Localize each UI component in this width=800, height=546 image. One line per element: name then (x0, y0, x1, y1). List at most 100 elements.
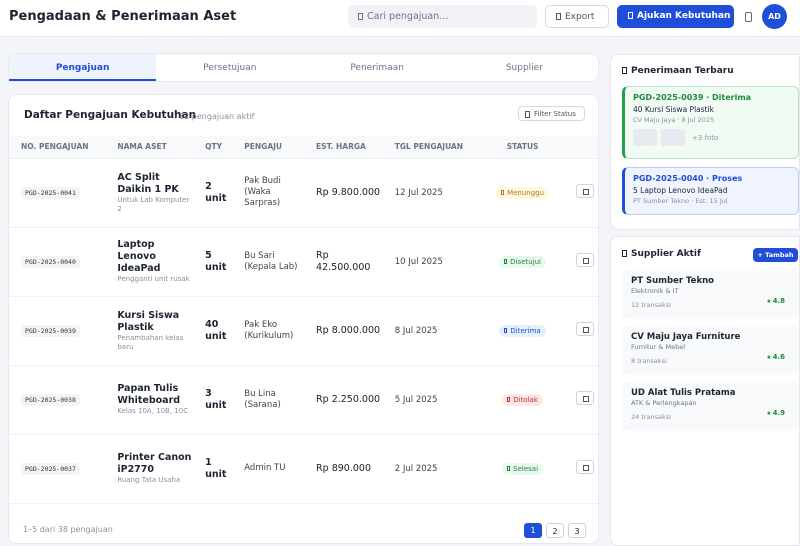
action-button[interactable] (575, 184, 594, 198)
tab[interactable]: Pengajuan (9, 54, 157, 81)
page-button[interactable]: 2 (546, 523, 564, 538)
price: Rp 42.500.000 (304, 227, 383, 297)
export-label: Export (565, 12, 595, 22)
asset-name: AC Split Daikin 1 PK (117, 171, 179, 195)
asset-desc: Pengganti unit rusak (117, 275, 190, 283)
request-no: PGD-2025-0039 (21, 324, 80, 337)
bell-icon[interactable] (745, 12, 752, 22)
receipts-card: Penerimaan Terbaru PGD-2025-0039 · Diter… (610, 54, 800, 230)
asset-name: Printer Canon iP2770 (117, 452, 192, 475)
status-text: Diterima (510, 326, 541, 335)
status-badge: Ditolak (502, 393, 543, 406)
star-icon: ★ (766, 354, 772, 361)
requester: Bu Sari (Kepala Lab) (232, 227, 305, 297)
supplier-rating: ★4.9 (766, 409, 785, 417)
page-button[interactable]: 1 (524, 523, 542, 538)
request-no: PGD-2025-0037 (21, 462, 80, 475)
supplier-item[interactable]: CV Maju Jaya Furniture Furnitur & Mebel 8 … (622, 325, 799, 375)
column-header: QTY (193, 136, 233, 159)
receipt-meta: CV Maju Jaya · 8 Jul 2025 (633, 116, 715, 124)
qty: 2 unit (193, 158, 233, 228)
receipt-item[interactable]: PGD-2025-0039 · Diterima 40 Kursi Siswa P… (622, 86, 799, 159)
date: 8 Jul 2025 (382, 296, 482, 366)
table-row: PGD-2025-0038 Papan Tulis Whiteboard Kelas… (9, 365, 598, 435)
tab[interactable]: Supplier (505, 63, 543, 73)
request-no: PGD-2025-0038 (21, 393, 80, 406)
asset-name: Laptop Lenovo IdeaPad (117, 239, 161, 274)
table-subtitle: · 12 pengajuan aktif (174, 112, 255, 121)
cell (563, 296, 598, 366)
price: Rp 890.000 (304, 434, 383, 504)
cell: PGD-2025-0040 (9, 227, 106, 297)
export-button[interactable]: Export (545, 5, 609, 28)
app-title: Pengadaan & Penerimaan Aset (9, 9, 237, 24)
add-supplier-button[interactable]: + Tambah (753, 248, 798, 262)
action-button[interactable] (575, 391, 594, 405)
filter-button[interactable]: Filter Status (518, 106, 585, 121)
status-text: Menunggu (507, 188, 545, 197)
requester: Pak Budi (Waka Sarpras) (232, 158, 305, 228)
table-title: Daftar Pengajuan Kebutuhan (24, 109, 197, 121)
date: 10 Jul 2025 (382, 227, 482, 297)
receipts-title-text: Penerimaan Terbaru (631, 66, 734, 76)
star-icon: ★ (766, 298, 772, 305)
status-badge: Diterima (499, 324, 546, 337)
receipt-desc: 5 Laptop Lenovo IdeaPad (633, 186, 728, 195)
action-button[interactable] (575, 322, 594, 336)
requester: Pak Eko (Kurikulum) (232, 296, 305, 366)
receipt-item[interactable]: PGD-2025-0040 · Proses 5 Laptop Lenovo Id… (622, 167, 799, 215)
status-icon (507, 466, 511, 471)
status-badge: Selesai (502, 462, 544, 475)
supplier-category: Furnitur & Mebel (631, 343, 686, 351)
price: Rp 9.800.000 (304, 158, 383, 228)
supplier-item[interactable]: UD Alat Tulis Pratama ATK & Perlengkapan 2… (622, 381, 799, 431)
cell: PGD-2025-0041 (9, 158, 106, 228)
receipt-desc: 40 Kursi Siswa Plastik (633, 105, 715, 114)
page-button[interactable]: 3 (568, 523, 586, 538)
action-button[interactable] (575, 253, 594, 267)
suppliers-title: Supplier Aktif (622, 249, 701, 259)
cell: PGD-2025-0038 (9, 365, 106, 435)
date: 2 Jul 2025 (382, 434, 482, 504)
table-row: PGD-2025-0037 Printer Canon iP2770 Ruang T… (9, 434, 598, 504)
column-header (563, 136, 598, 159)
rating-value: 4.8 (772, 297, 785, 305)
column-header: PENGAJU (232, 136, 305, 159)
cell: Kursi Siswa Plastik Penambahan kelas baru (105, 296, 194, 366)
supplier-item[interactable]: PT Sumber Tekno Elektronik & IT 12 transak… (622, 269, 799, 319)
supplier-transactions: 24 transaksi (631, 413, 671, 421)
qty: 5 unit (193, 227, 233, 297)
requester: Bu Lina (Sarana) (232, 365, 305, 435)
price: Rp 8.000.000 (304, 296, 383, 366)
status-icon (504, 259, 508, 264)
suppliers-card: Supplier Aktif + Tambah PT Sumber Tekno E… (610, 236, 800, 546)
tabs: Pengajuan Persetujuan Penerimaan Supplier (8, 53, 599, 82)
date: 5 Jul 2025 (382, 365, 482, 435)
pagination-info: 1–5 dari 38 pengajuan (23, 525, 113, 534)
qty: 40 unit (193, 296, 233, 366)
supplier-name: CV Maju Jaya Furniture (631, 332, 741, 342)
receipt-title: PGD-2025-0039 · Diterima (633, 93, 752, 102)
price: Rp 2.250.000 (304, 365, 383, 435)
submit-label: Ajukan Kebutuhan (637, 11, 731, 21)
action-button[interactable] (575, 460, 594, 474)
supplier-category: Elektronik & IT (631, 287, 679, 295)
table-row: PGD-2025-0041 AC Split Daikin 1 PK Untuk L… (9, 158, 598, 228)
supplier-transactions: 12 transaksi (631, 301, 671, 309)
supplier-category: ATK & Perlengkapan (631, 399, 697, 407)
submit-button[interactable]: Ajukan Kebutuhan (617, 5, 734, 28)
rating-value: 4.9 (772, 409, 785, 417)
status-badge: Menunggu (496, 186, 550, 199)
supplier-name: UD Alat Tulis Pratama (631, 388, 736, 398)
cell: Ditolak (481, 365, 564, 435)
tab[interactable]: Penerimaan (350, 63, 404, 73)
supplier-name: PT Sumber Tekno (631, 276, 714, 286)
avatar[interactable]: AD (762, 4, 787, 29)
search[interactable]: Cari pengajuan... (348, 5, 537, 28)
photo-thumb (633, 129, 657, 146)
qty: 1 unit (193, 434, 233, 504)
tab[interactable]: Persetujuan (203, 63, 257, 73)
rating-value: 4.6 (772, 353, 785, 361)
cell: AC Split Daikin 1 PK Untuk Lab Komputer 2 (105, 158, 194, 228)
